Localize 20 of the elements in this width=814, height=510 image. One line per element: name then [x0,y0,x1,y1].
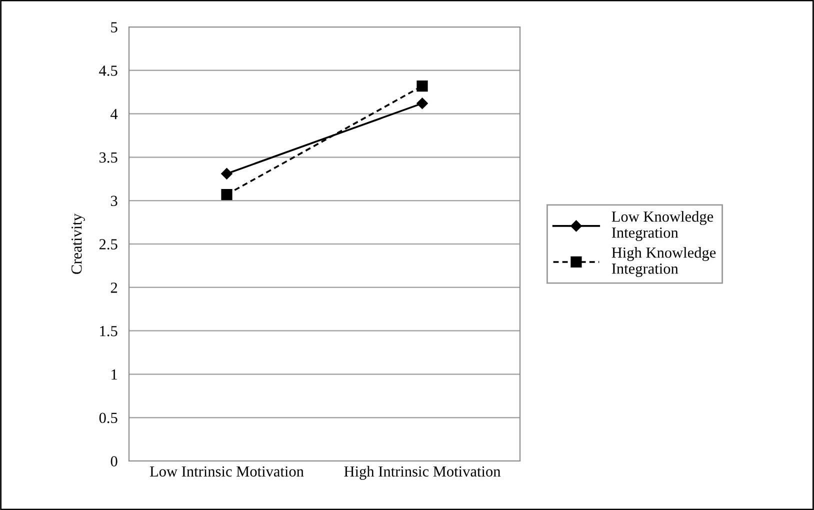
point [416,80,428,92]
y-tick-label: 3.5 [100,152,118,163]
y-tick-label: 3 [110,196,118,206]
y-tick-label: 4.5 [99,66,118,76]
x-tick-label: Low Intrinsic Motivation [150,466,304,477]
point [221,168,232,180]
y-tick-label: 1 [112,369,117,380]
y-tick-label: 0 [110,456,118,466]
y-tick-label: 2.5 [99,239,118,250]
point [416,98,428,109]
y-tick-label: 5 [111,22,118,32]
y-tick-label: 4 [110,109,118,120]
y-tick-label: 0.5 [99,412,118,424]
legend-label: High Knowledge Integration [612,247,716,277]
point [221,188,232,200]
y-tick-label: 2 [110,282,118,293]
y-axis-title: Creativity [71,214,85,274]
legend-label: Low Knowledge Integration [612,211,714,241]
x-tick-label: High Intrinsic Motivation [344,466,501,480]
y-tick-label: 1.5 [100,326,118,336]
